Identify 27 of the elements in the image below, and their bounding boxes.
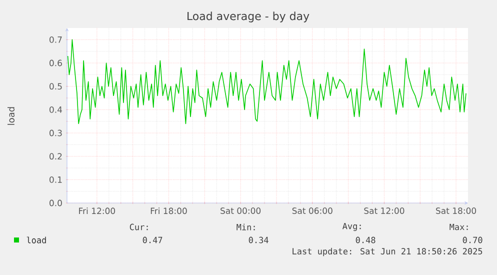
text: Max: xyxy=(450,224,468,230)
y-tick-label: 0.2 xyxy=(50,153,62,160)
x-tick-label: Sat 06:00 xyxy=(292,208,332,214)
y-tick-label: 0.4 xyxy=(50,106,62,113)
x-tick-label: Sat 00:00 xyxy=(220,208,261,214)
x-tick-label: Fri 18:00 xyxy=(150,208,187,214)
chart-title: Load average - by day xyxy=(188,12,310,22)
x-tick-label: Fri 12:00 xyxy=(79,208,116,214)
y-tick-label: 0.1 xyxy=(50,176,62,183)
text: 0.70 xyxy=(462,236,482,244)
text: 0.34 xyxy=(248,236,268,244)
text: Last update: Sat Jun 21 18:50:26 2025 xyxy=(292,248,482,256)
y-tick-label: 0.6 xyxy=(50,60,62,66)
y-tick-label: 0.0 xyxy=(50,200,62,206)
legend-label: load xyxy=(26,236,46,244)
y-tick-label: 0.7 xyxy=(50,36,62,43)
line-series xyxy=(67,39,466,124)
y-axis-title: load xyxy=(8,107,14,125)
x-tick-label: Sat 18:00 xyxy=(436,208,476,214)
y-tick-label: 0.5 xyxy=(50,83,62,90)
text: 0.47 xyxy=(142,236,162,244)
y-tick-label: 0.3 xyxy=(50,130,62,136)
text: Min: xyxy=(236,224,255,230)
text: Avg: xyxy=(342,222,361,232)
x-tick-label: Sat 12:00 xyxy=(364,208,404,214)
text: 0.48 xyxy=(356,236,376,244)
text: Cur: xyxy=(130,224,148,230)
